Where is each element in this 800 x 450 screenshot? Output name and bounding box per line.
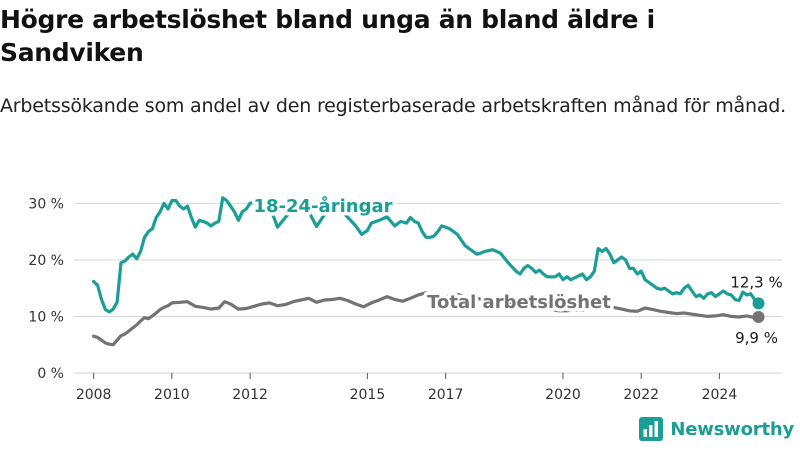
x-tick-label: 2024 (702, 387, 738, 403)
series-line-young (92, 196, 761, 314)
y-tick-label: 20 % (28, 253, 64, 269)
series-line-total (92, 291, 761, 347)
newsworthy-logo-icon (639, 417, 664, 441)
x-tick-label: 2008 (76, 387, 112, 403)
series-label-young: 18-24-åringar (254, 195, 393, 217)
x-tick-label: 2012 (232, 387, 268, 403)
chart-subtitle: Arbetssökande som andel av den registerb… (0, 95, 786, 117)
y-tick-label: 0 % (37, 366, 64, 382)
x-tick-label: 2022 (623, 387, 659, 403)
x-tick-label: 2010 (154, 387, 190, 403)
end-value-label-young: 12,3 % (730, 273, 782, 291)
series-label-total: Total arbetslöshet (427, 292, 611, 313)
chart-title: Högre arbetslöshet bland unga än bland ä… (0, 5, 655, 67)
brand-name: Newsworthy (670, 418, 794, 440)
y-tick-label: 30 % (28, 196, 64, 212)
end-point-young (752, 297, 765, 310)
end-point-total (752, 311, 765, 324)
x-tick-label: 2017 (428, 387, 464, 403)
grid-lines (74, 202, 782, 374)
x-tick-label: 2020 (545, 387, 581, 403)
x-tick-label: 2015 (350, 387, 386, 403)
brand: Newsworthy (638, 415, 794, 443)
y-axis: 0 % 10 % 20 % 30 % (28, 196, 64, 382)
y-tick-label: 10 % (28, 309, 64, 325)
series-labels: 12,3 % 9,9 % 18-24-åringar Total arbetslösh… (250, 192, 783, 348)
series-lines (92, 196, 765, 347)
x-axis: 2008 2010 2012 2015 2017 2020 2022 2024 (76, 373, 737, 403)
end-value-label-total: 9,9 % (735, 329, 778, 347)
